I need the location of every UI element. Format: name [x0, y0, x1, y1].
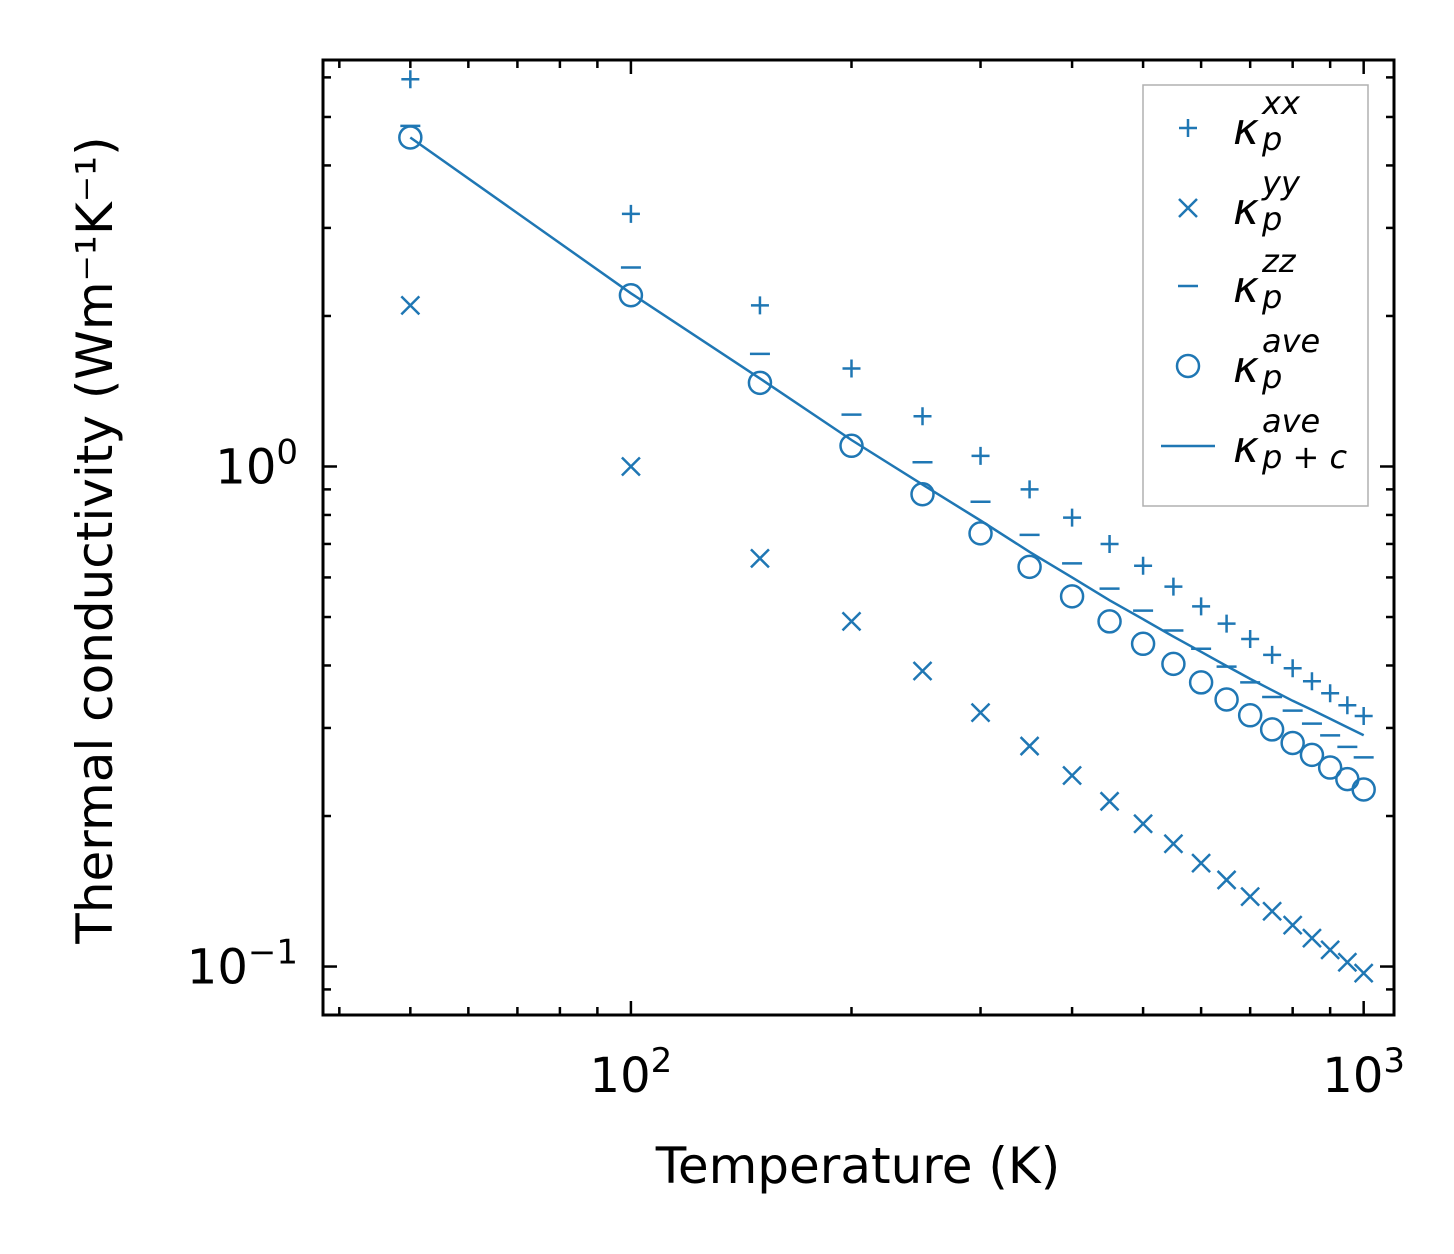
legend-marker-circle: [1175, 353, 1201, 379]
kappa_p_xx-point: [621, 204, 640, 223]
kappa_p_yy-point: [1216, 870, 1237, 890]
kappa_p_yy-point: [400, 295, 421, 316]
kappa_p_ave-point: [1097, 609, 1122, 634]
kappa_p_yy-point: [1302, 928, 1322, 948]
legend-label: κpyy: [1233, 164, 1301, 238]
kappa_p_xx-point: [1354, 706, 1373, 725]
kappa_p_ave-point: [968, 521, 993, 546]
kappa_p_xx-point: [1321, 684, 1340, 703]
legend-marker-x: [1178, 198, 1198, 218]
kappa_p_yy-point: [1282, 915, 1303, 936]
kappa_p_yy-point: [750, 548, 770, 569]
kappa_p+c_ave-line: [409, 136, 1365, 737]
kappa_p_yy-point: [1191, 853, 1211, 874]
kappa_p_xx-point: [1100, 534, 1119, 553]
legend-frame: [1142, 84, 1369, 507]
kappa_p_xx-point: [1241, 629, 1260, 648]
y-tick-label: 10−1: [187, 933, 298, 996]
kappa_p_xx-point: [1217, 614, 1236, 633]
kappa_p_xx-point: [971, 446, 990, 465]
x-axis-label: Temperature (K): [655, 1137, 1060, 1195]
kappa_p_yy-point: [970, 702, 991, 723]
kappa_p_yy-point: [1019, 736, 1040, 756]
kappa_p_yy-point: [1062, 765, 1082, 786]
kappa_p_ave-point: [1237, 703, 1263, 728]
kappa_p_ave-point: [618, 283, 644, 308]
kappa_p_xx-point: [1192, 597, 1211, 616]
kappa_p_yy-point: [1163, 833, 1184, 854]
kappa_p_ave-point: [1188, 670, 1214, 695]
kappa_p_xx-point: [1020, 480, 1039, 499]
tick-labels: 102 103 10−1 100: [187, 432, 1405, 1104]
kappa_p_yy-point: [841, 611, 862, 632]
kappa_p_ave-point: [398, 125, 423, 150]
x-tick-label: 103: [1322, 1041, 1405, 1104]
kappa_p_xx-point: [1063, 508, 1082, 527]
kappa_p_xx-point: [1338, 696, 1357, 715]
x-tick-label: 102: [590, 1041, 673, 1104]
kappa_p_xx-point: [842, 359, 861, 378]
kappa_p_yy-point: [621, 456, 641, 477]
legend-marker-plus: [1179, 119, 1197, 137]
plot-frame: [321, 58, 1396, 1017]
kappa_p_xx-point: [1263, 645, 1282, 664]
legend-label: κpxx: [1233, 84, 1301, 158]
legend-label: κpzz: [1233, 242, 1297, 316]
data-marks: [398, 70, 1376, 984]
kappa_p_ave-point: [1299, 742, 1325, 768]
kappa_p_ave-point: [1214, 687, 1239, 712]
kappa_p_xx-point: [1302, 672, 1321, 691]
kappa_p_ave-point: [1259, 717, 1285, 742]
kappa_p_xx-point: [1134, 556, 1153, 575]
kappa_p_yy-point: [1353, 963, 1374, 984]
kappa_p_ave-point: [1280, 730, 1305, 756]
kappa_p_ave-point: [1017, 554, 1042, 580]
kappa_p_yy-point: [1240, 886, 1261, 907]
kappa_p_yy-point: [1262, 901, 1283, 922]
kappa_p_ave-point: [1351, 777, 1376, 802]
kappa_p_yy-point: [1320, 939, 1341, 960]
legend-label: κpave: [1233, 322, 1320, 396]
kappa_p_xx-point: [1283, 659, 1302, 678]
kappa_p_ave-point: [1317, 755, 1343, 780]
kappa_p_yy-point: [912, 661, 933, 681]
legend-label: κp + cave: [1233, 402, 1347, 476]
kappa_p_ave-point: [1161, 651, 1186, 677]
kappa_p_xx-point: [750, 296, 769, 315]
kappa_p_ave-point: [747, 370, 773, 396]
kappa_p_xx-point: [401, 70, 420, 89]
kappa_p_yy-point: [1133, 813, 1153, 834]
kappa_p_xx-point: [913, 407, 932, 426]
kappa_p_ave-point: [1059, 584, 1085, 609]
kappa_p_xx-point: [1164, 577, 1183, 596]
y-axis-label: Thermal conductivity (Wm⁻¹K⁻¹): [66, 136, 124, 944]
kappa_p_yy-point: [1099, 791, 1120, 812]
kappa_p_yy-point: [1337, 952, 1358, 973]
y-tick-label: 100: [215, 432, 298, 495]
kappa_p_ave-point: [1130, 631, 1156, 657]
